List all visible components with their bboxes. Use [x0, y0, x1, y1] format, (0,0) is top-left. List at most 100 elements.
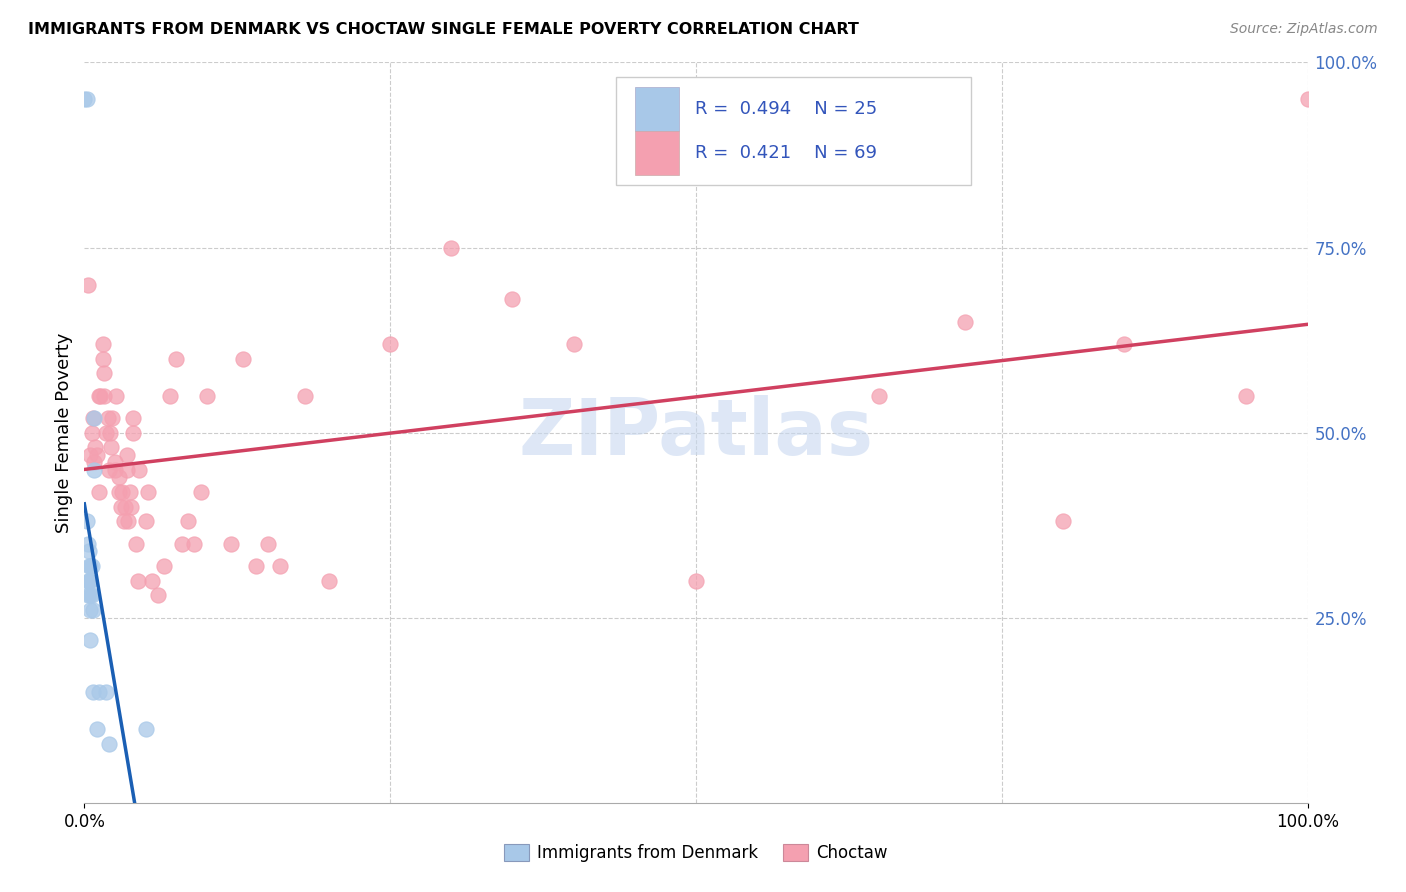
Point — [77, 558, 100, 573]
Point — [1236, 388, 1258, 402]
Point — [77, 277, 100, 292]
Point — [502, 293, 524, 307]
Point — [97, 462, 120, 476]
Text: R =  0.494    N = 25: R = 0.494 N = 25 — [695, 100, 877, 118]
Y-axis label: Single Female Poverty: Single Female Poverty — [55, 333, 73, 533]
Legend: Immigrants from Denmark, Choctaw: Immigrants from Denmark, Choctaw — [498, 837, 894, 869]
Point — [135, 515, 157, 529]
Point — [86, 448, 108, 462]
Point — [120, 500, 142, 514]
Point — [98, 425, 121, 440]
Point — [82, 410, 104, 425]
Point — [80, 425, 103, 440]
Point — [195, 388, 218, 402]
Point — [96, 685, 118, 699]
Point — [77, 574, 100, 588]
Point — [79, 632, 101, 647]
Point — [82, 603, 104, 617]
Point — [294, 388, 316, 402]
Point — [77, 544, 100, 558]
Point — [79, 603, 101, 617]
Point — [953, 314, 976, 328]
Point — [118, 484, 141, 499]
Point — [257, 536, 280, 550]
Point — [89, 388, 111, 402]
Point — [107, 484, 129, 499]
Point — [83, 462, 105, 476]
Point — [111, 484, 134, 499]
Point — [318, 574, 340, 588]
Point — [83, 455, 105, 469]
Point — [104, 462, 127, 476]
Point — [77, 589, 100, 603]
Point — [82, 685, 104, 699]
Point — [105, 388, 128, 402]
Point — [685, 574, 707, 588]
Point — [115, 462, 138, 476]
Point — [97, 410, 120, 425]
Point — [93, 367, 115, 381]
Point — [1296, 92, 1319, 106]
Point — [76, 92, 98, 106]
Point — [117, 515, 139, 529]
Point — [114, 500, 136, 514]
Point — [96, 425, 118, 440]
Point — [100, 441, 122, 455]
Point — [122, 410, 145, 425]
Point — [91, 351, 114, 366]
Text: Source: ZipAtlas.com: Source: ZipAtlas.com — [1230, 22, 1378, 37]
Point — [219, 536, 242, 550]
Point — [380, 336, 402, 351]
Point — [232, 351, 254, 366]
Point — [76, 515, 98, 529]
Point — [159, 388, 181, 402]
Point — [125, 536, 148, 550]
Point — [77, 536, 100, 550]
Point — [93, 388, 115, 402]
Text: IMMIGRANTS FROM DENMARK VS CHOCTAW SINGLE FEMALE POVERTY CORRELATION CHART: IMMIGRANTS FROM DENMARK VS CHOCTAW SINGL… — [28, 22, 859, 37]
FancyBboxPatch shape — [636, 131, 679, 175]
Point — [101, 410, 124, 425]
Point — [122, 425, 145, 440]
Point — [97, 737, 120, 751]
Text: R =  0.421    N = 69: R = 0.421 N = 69 — [695, 144, 877, 162]
Point — [110, 500, 132, 514]
Point — [73, 92, 96, 106]
Point — [79, 448, 101, 462]
Point — [869, 388, 891, 402]
Point — [107, 470, 129, 484]
Point — [245, 558, 267, 573]
Point — [112, 515, 135, 529]
Point — [562, 336, 585, 351]
Point — [1114, 336, 1136, 351]
Point — [172, 536, 194, 550]
Point — [86, 722, 108, 736]
Point — [87, 388, 110, 402]
Point — [127, 574, 149, 588]
Point — [1052, 515, 1074, 529]
Point — [183, 536, 205, 550]
FancyBboxPatch shape — [616, 78, 972, 185]
Point — [104, 455, 127, 469]
Point — [269, 558, 291, 573]
Point — [177, 515, 200, 529]
Point — [80, 558, 103, 573]
FancyBboxPatch shape — [636, 87, 679, 131]
Point — [83, 410, 105, 425]
Point — [128, 462, 150, 476]
Point — [79, 558, 101, 573]
Point — [141, 574, 163, 588]
Point — [135, 722, 157, 736]
Point — [77, 574, 100, 588]
Point — [153, 558, 176, 573]
Point — [190, 484, 212, 499]
Point — [165, 351, 187, 366]
Point — [91, 336, 114, 351]
Point — [115, 448, 138, 462]
Point — [84, 441, 107, 455]
Point — [87, 685, 110, 699]
Point — [87, 484, 110, 499]
Point — [80, 589, 103, 603]
Point — [440, 240, 463, 255]
Point — [146, 589, 169, 603]
